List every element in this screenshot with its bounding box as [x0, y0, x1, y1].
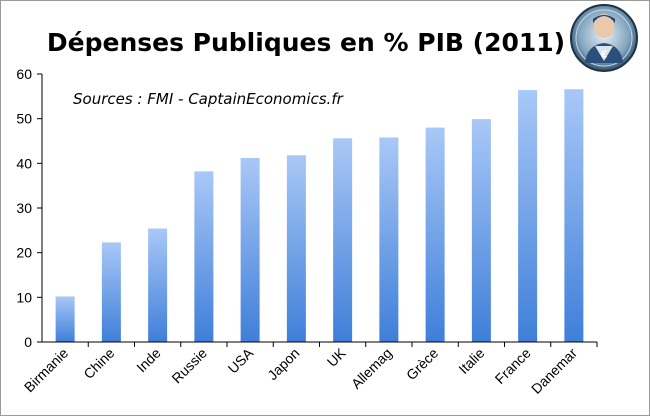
svg-text:€: € — [601, 49, 607, 61]
bar-allemag — [379, 137, 399, 342]
bar-chine — [101, 242, 121, 342]
x-tick-label: UK — [324, 344, 350, 370]
bar-italie — [471, 119, 491, 342]
x-tick-label: Grèce — [403, 345, 441, 383]
chart-title: Dépenses Publiques en % PIB (2011) — [47, 28, 565, 57]
x-tick-label: Danemar — [528, 345, 580, 397]
x-tick-label: Allemag — [348, 345, 395, 392]
x-tick-label: Chine — [80, 345, 117, 382]
y-tick-label: 30 — [16, 200, 32, 216]
bar-usa — [240, 157, 260, 342]
y-tick-label: 20 — [16, 245, 32, 261]
x-tick-label: Japon — [264, 345, 302, 383]
bars — [55, 89, 584, 342]
y-tick-label: 50 — [16, 111, 32, 127]
x-tick-label: USA — [225, 344, 257, 376]
x-tick-label: Italie — [455, 345, 487, 377]
chart-source-annotation: Sources : FMI - CaptainEconomics.fr — [73, 90, 344, 108]
y-axis: 0 10 20 30 40 50 60 — [16, 66, 43, 350]
bar-inde — [148, 228, 168, 342]
y-tick-label: 10 — [16, 289, 32, 305]
y-tick-label: 40 — [16, 155, 32, 171]
bar-france — [518, 90, 538, 342]
bar-uk — [333, 138, 353, 342]
x-tick-label: Birmanie — [21, 345, 72, 396]
x-tick-label: France — [492, 345, 534, 387]
y-tick-label: 0 — [24, 334, 32, 350]
bar-russie — [194, 171, 214, 342]
bar-birmanie — [55, 296, 75, 342]
x-axis: Birmanie Chine Inde Russie USA Japon UK Allemag… — [21, 341, 598, 397]
bar-grèce — [425, 127, 445, 342]
bar-japon — [286, 155, 306, 342]
captain-economics-logo: € — [570, 4, 638, 72]
y-tick-label: 60 — [16, 66, 32, 82]
x-tick-label: Inde — [133, 345, 164, 376]
x-tick-label: Russie — [168, 345, 210, 387]
bar-danemar — [564, 89, 584, 342]
